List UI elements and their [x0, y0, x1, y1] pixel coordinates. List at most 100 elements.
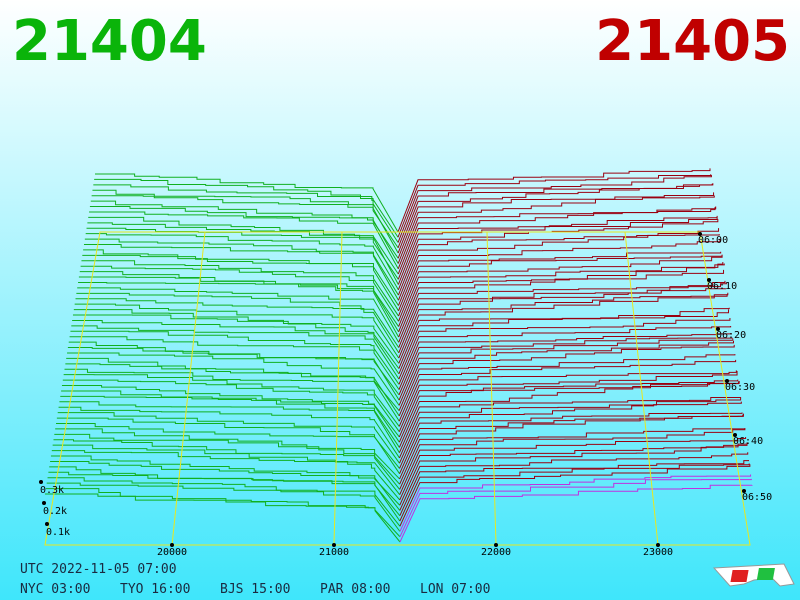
depth-surface: [45, 168, 753, 543]
bid-line: [53, 439, 401, 490]
tick-dot: [45, 522, 49, 526]
bid-line: [80, 265, 399, 322]
zone-time: LON 07:00: [420, 582, 490, 597]
bid-line: [92, 189, 399, 249]
bid-line: [65, 363, 400, 417]
ask-line: [398, 344, 735, 411]
utc-time: UTC 2022-11-05 07:00: [20, 562, 177, 577]
ask-line: [398, 239, 721, 306]
ask-line: [397, 215, 718, 285]
ask-line: [398, 261, 724, 327]
time-label: 06:50: [742, 492, 772, 503]
bid-line: [50, 460, 401, 511]
bid-line: [93, 184, 399, 243]
bid-line: [56, 417, 400, 469]
ask-line: [398, 292, 729, 364]
ask-line: [398, 294, 728, 359]
time-label: 06:00: [698, 235, 728, 246]
ask-line: [398, 396, 741, 453]
bid-line: [85, 233, 399, 291]
bid-line: [58, 406, 400, 459]
ask-line: [398, 333, 732, 390]
ask-line: [398, 282, 727, 354]
ask-line: [398, 317, 731, 380]
bid-line: [54, 433, 400, 485]
bid-line: [46, 482, 401, 532]
bid-line: [63, 374, 400, 427]
time-label: 06:40: [733, 436, 763, 447]
bid-line: [61, 385, 400, 438]
bid-line: [84, 238, 399, 296]
ask-line: [398, 340, 734, 406]
ask-line: [397, 183, 714, 254]
zone-time: NYC 03:00: [20, 582, 90, 597]
bid-line: [48, 471, 401, 522]
bid-line: [59, 401, 400, 453]
price-grid-line: [333, 231, 343, 546]
ask-line: [398, 338, 734, 401]
zone-time: PAR 08:00: [320, 582, 390, 597]
axis-labels: 20000 21000 22000 23000 06:00 06:10 06:20 06:30…: [39, 232, 772, 558]
time-label: 06:30: [725, 382, 755, 393]
bid-line: [86, 227, 399, 285]
bid-line: [62, 379, 400, 432]
ask-line: [397, 192, 715, 259]
ask-line: [399, 413, 744, 480]
ask-line: [398, 251, 722, 311]
ask-line: [399, 437, 747, 495]
ask-line: [399, 442, 748, 506]
tick-dot: [716, 327, 720, 331]
tick-dot: [733, 433, 737, 437]
3d-glasses-icon: [712, 563, 795, 587]
price-label: 21000: [319, 547, 349, 558]
bid-line: [47, 477, 401, 527]
tick-dot: [725, 379, 729, 383]
ask-line: [397, 174, 712, 243]
ask-line: [398, 380, 740, 448]
tick-dot: [170, 543, 174, 547]
bid-line: [89, 206, 399, 264]
depth-label: 0.1k: [46, 527, 70, 538]
zone-time: BJS 15:00: [220, 582, 290, 597]
bid-line: [68, 341, 400, 396]
bid-line: [52, 444, 401, 496]
tick-dot: [707, 278, 711, 282]
ask-line: [397, 234, 720, 301]
ask-line: [397, 207, 716, 269]
bid-line: [51, 450, 401, 501]
tick-dot: [39, 480, 43, 484]
bid-line: [67, 352, 400, 406]
bid-line: [60, 395, 400, 448]
floor-grid: [44, 231, 751, 546]
ask-line: [398, 359, 737, 422]
ask-line: [399, 464, 751, 527]
ask-line: [398, 381, 739, 443]
price-grid-line: [486, 231, 497, 546]
price-grid-line: [624, 231, 659, 546]
ask-line: [398, 354, 736, 417]
zone-time: TYO 16:00: [120, 582, 190, 597]
ask-price: 21405: [595, 9, 790, 74]
price-label: 20000: [157, 547, 187, 558]
bid-line: [94, 178, 399, 238]
bid-line: [72, 319, 400, 375]
bid-line: [95, 173, 399, 233]
ask-line: [399, 460, 749, 516]
depth-label: 0.2k: [43, 506, 67, 517]
bid-line: [73, 309, 400, 364]
tick-dot: [494, 543, 498, 547]
ask-line: [397, 219, 719, 290]
bid-line: [56, 422, 400, 474]
ask-line: [399, 452, 749, 511]
bid-line: [91, 195, 399, 254]
tick-dot: [742, 489, 746, 493]
bid-line: [67, 347, 400, 401]
bid-line: [79, 271, 400, 327]
ask-line: [399, 397, 742, 459]
bid-line: [72, 314, 400, 369]
ask-line: [397, 217, 717, 280]
bid-line: [78, 281, 400, 338]
bid-line: [57, 412, 400, 464]
ask-line: [399, 428, 746, 490]
